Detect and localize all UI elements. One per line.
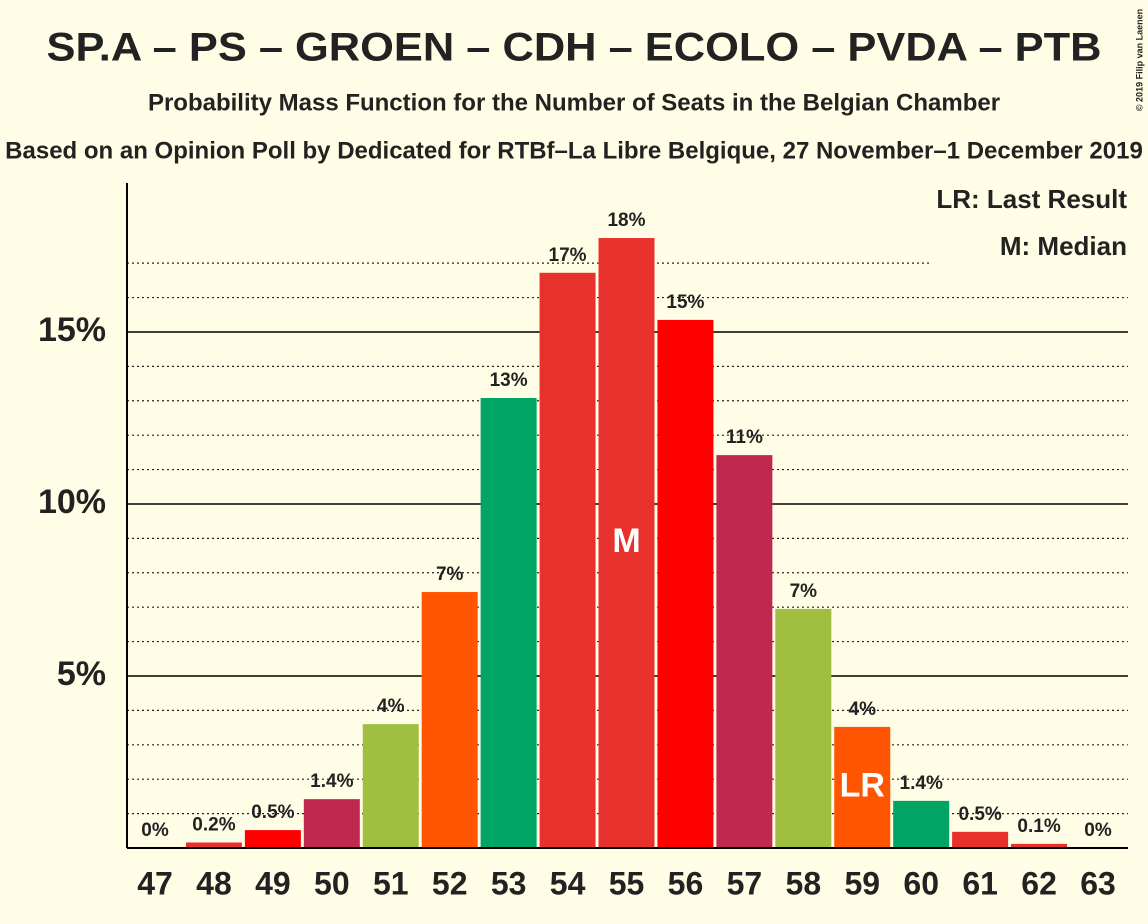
value-label: 0.5% [251,802,294,823]
x-tick-label: 63 [1080,865,1116,901]
value-label: 7% [790,581,818,602]
bar [421,592,478,848]
bar [775,608,832,848]
value-label: 4% [849,699,877,720]
chart-subtitle: Probability Mass Function for the Number… [148,89,1000,116]
chart-subtitle: Based on an Opinion Poll by Dedicated fo… [5,137,1143,164]
y-tick-label: 15% [38,311,106,349]
bar [480,398,537,848]
x-tick-label: 51 [373,865,409,901]
x-tick-label: 48 [196,865,232,901]
value-label: 1.4% [310,771,353,792]
x-tick-label: 47 [137,865,173,901]
value-label: 11% [726,427,763,448]
x-tick-label: 54 [550,865,586,901]
y-tick-label: 5% [57,655,106,693]
bar [716,455,773,848]
y-tick-label: 10% [38,483,106,521]
legend-background [930,180,1130,270]
value-label: 4% [377,696,405,717]
bar [362,724,419,848]
bar [303,799,360,848]
bar [598,238,655,849]
value-label: 1.4% [900,773,943,794]
x-tick-label: 59 [844,865,880,901]
bar-marker: LR [840,766,885,804]
value-label: 0% [1084,820,1112,841]
x-tick-label: 60 [903,865,939,901]
value-label: 0.5% [958,804,1001,825]
bar [952,831,1009,848]
bar [539,272,596,848]
legend-entry: M: Median [1000,231,1127,261]
value-label: 7% [436,564,464,585]
value-label: 0.2% [192,815,235,836]
x-tick-label: 62 [1021,865,1057,901]
x-tick-label: 53 [491,865,527,901]
x-tick-label: 50 [314,865,350,901]
x-tick-label: 61 [962,865,998,901]
value-label: 17% [549,245,587,266]
x-tick-label: 57 [727,865,763,901]
bar [185,842,242,848]
x-tick-label: 58 [786,865,822,901]
bar [1011,843,1068,848]
copyright: © 2019 Filip van Laenen [1134,9,1144,111]
x-tick-label: 52 [432,865,468,901]
value-label: 0% [141,820,169,841]
bar [244,830,301,848]
bar [657,319,714,848]
value-label: 13% [490,370,528,391]
x-tick-label: 49 [255,865,291,901]
legend-entry: LR: Last Result [936,184,1127,214]
bar [834,726,891,848]
value-label: 15% [666,292,704,313]
x-tick-label: 55 [609,865,645,901]
value-label: 18% [607,210,645,231]
bar-marker: M [612,522,640,560]
value-label: 0.1% [1017,816,1060,837]
x-tick-label: 56 [668,865,704,901]
bar [893,800,950,848]
chart-title: SP.A – PS – GROEN – CDH – ECOLO – PVDA –… [47,26,1102,70]
